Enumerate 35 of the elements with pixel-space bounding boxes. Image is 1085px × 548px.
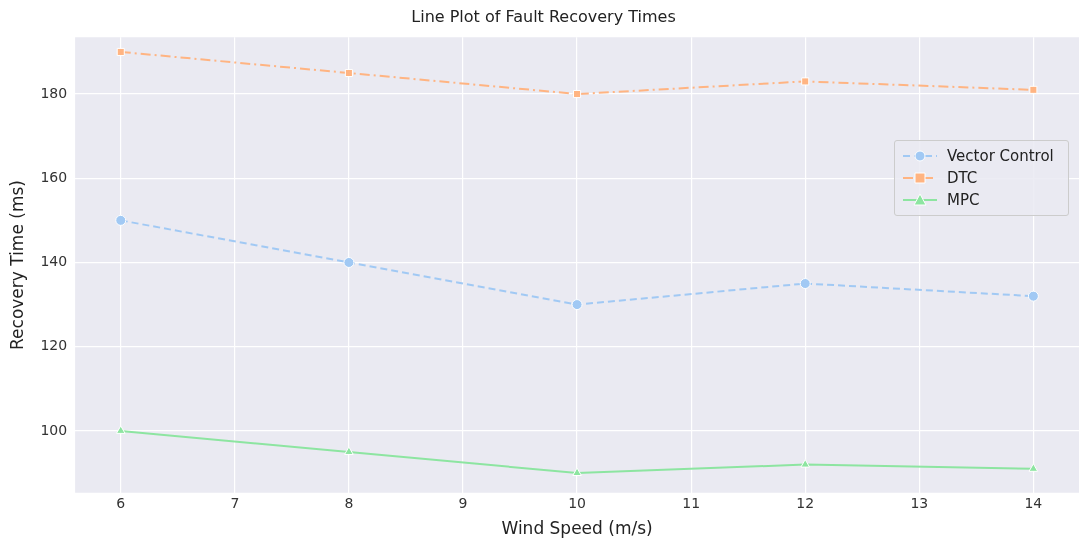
x-tick-label: 6 [116,494,126,511]
y-tick-label: 180 [40,84,68,101]
point [116,47,125,56]
point [1027,290,1039,302]
x-tick-label: 13 [910,494,929,511]
point [571,299,583,311]
point [115,425,126,434]
legend-label: DTC [947,169,978,188]
x-tick-label: 14 [1024,494,1043,511]
point [801,77,810,86]
x-tick-label: 7 [230,494,240,511]
x-tick-label: 8 [344,494,354,511]
x-tick-label: 10 [568,494,586,511]
point [344,446,354,455]
point [800,459,811,468]
x-tick-label: 9 [458,494,468,511]
y-tick-label: 160 [40,168,68,185]
x-tick-label: 11 [682,494,701,511]
x-axis-title: Wind Speed (m/s) [501,518,653,539]
legend-label: Vector Control [947,147,1054,166]
point [1029,85,1038,94]
chart-title: Line Plot of Fault Recovery Times [411,6,676,26]
point [1028,463,1039,472]
y-tick-label: 100 [40,421,68,438]
y-tick-label: 120 [40,337,68,354]
point [572,467,582,477]
point [115,214,127,226]
point [573,90,582,99]
point [344,68,353,78]
legend-label: MPC [947,191,980,210]
point [343,256,355,268]
y-tick-label: 140 [40,253,68,270]
point [799,278,811,290]
x-tick-label: 12 [796,494,815,511]
y-axis-title: Recovery Time (ms) [6,180,27,350]
